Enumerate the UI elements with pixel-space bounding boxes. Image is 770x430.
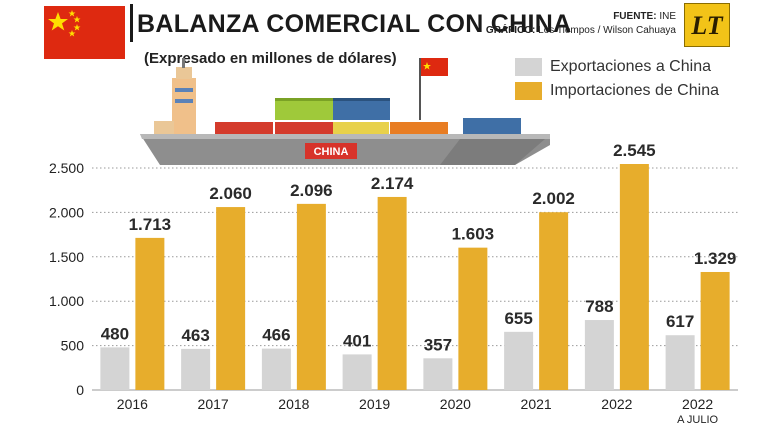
los-tiempos-logo: LT: [684, 3, 730, 47]
y-tick-label: 0: [76, 382, 84, 398]
export-data-label: 480: [101, 324, 129, 343]
export-bar: [423, 358, 453, 390]
export-data-label: 655: [504, 309, 532, 328]
y-tick-label: 2.500: [49, 160, 84, 176]
import-data-label: 2.545: [613, 141, 656, 160]
x-tick-label: 2020: [440, 396, 471, 412]
export-bar: [504, 331, 534, 390]
ship-label: CHINA: [314, 146, 349, 158]
x-tick-sublabel: A JULIO: [677, 414, 718, 426]
export-bar: [584, 320, 614, 390]
import-data-label: 2.060: [209, 184, 252, 203]
import-data-label: 1.603: [452, 225, 495, 244]
x-tick-label: 2022: [601, 396, 632, 412]
cargo-ship-illustration: CHINA: [140, 58, 550, 165]
export-data-label: 463: [181, 326, 209, 345]
label-layer: 0 500 1.000 1.500 2.000 2.500 480 1.713 2016 463 2…: [49, 141, 736, 426]
export-bar: [181, 348, 211, 390]
graphic-label: GRÁFICO:: [485, 25, 536, 36]
import-data-label: 1.329: [694, 249, 737, 268]
source-value: INE: [659, 11, 676, 22]
page-title: BALANZA COMERCIAL CON CHINA: [137, 10, 572, 38]
x-tick-label: 2018: [278, 396, 309, 412]
legend-swatch-imports: [515, 82, 542, 100]
chart-subtitle: (Expresado en millones de dólares): [144, 50, 397, 67]
import-bar: [296, 203, 326, 390]
graphic-value: Los Tiempos / Wilson Cahuaya: [538, 25, 676, 36]
y-tick-label: 1.500: [49, 249, 84, 265]
x-tick-label: 2021: [521, 396, 552, 412]
x-tick-label: 2022: [682, 396, 713, 412]
chart-legend: Exportaciones a China Importaciones de C…: [515, 56, 719, 104]
bar-layer: [100, 164, 730, 390]
title-divider: [130, 4, 133, 42]
export-bar: [261, 348, 291, 390]
export-bar: [665, 335, 695, 390]
export-bar: [342, 354, 372, 390]
x-tick-label: 2019: [359, 396, 390, 412]
import-bar: [377, 196, 407, 390]
legend-label-exports: Exportaciones a China: [550, 58, 711, 75]
import-bar: [216, 207, 246, 390]
import-data-label: 1.713: [129, 215, 172, 234]
y-tick-label: 2.000: [49, 204, 84, 220]
export-data-label: 466: [262, 326, 290, 345]
legend-label-imports: Importaciones de China: [550, 82, 719, 99]
export-bar: [100, 347, 130, 390]
import-bar: [619, 164, 649, 390]
import-bar: [135, 237, 165, 390]
import-bar: [458, 247, 488, 390]
y-tick-label: 1.000: [49, 293, 84, 309]
x-tick-label: 2016: [117, 396, 148, 412]
export-data-label: 357: [424, 335, 452, 354]
credits: FUENTE: INE GRÁFICO: Los Tiempos / Wilso…: [486, 10, 676, 38]
import-data-label: 2.002: [532, 189, 575, 208]
legend-swatch-exports: [515, 58, 542, 76]
import-bar: [700, 271, 730, 390]
export-data-label: 788: [585, 297, 613, 316]
legend-item-exports: Exportaciones a China: [515, 56, 719, 78]
legend-item-imports: Importaciones de China: [515, 80, 719, 102]
china-flag-icon: [44, 6, 125, 59]
export-data-label: 401: [343, 331, 371, 350]
source-label: FUENTE:: [613, 11, 657, 22]
x-tick-label: 2017: [198, 396, 229, 412]
import-data-label: 2.174: [371, 174, 414, 193]
import-bar: [539, 212, 569, 390]
export-data-label: 617: [666, 312, 694, 331]
y-tick-label: 500: [61, 338, 85, 354]
import-data-label: 2.096: [290, 181, 333, 200]
logo-text: LT: [690, 11, 723, 40]
